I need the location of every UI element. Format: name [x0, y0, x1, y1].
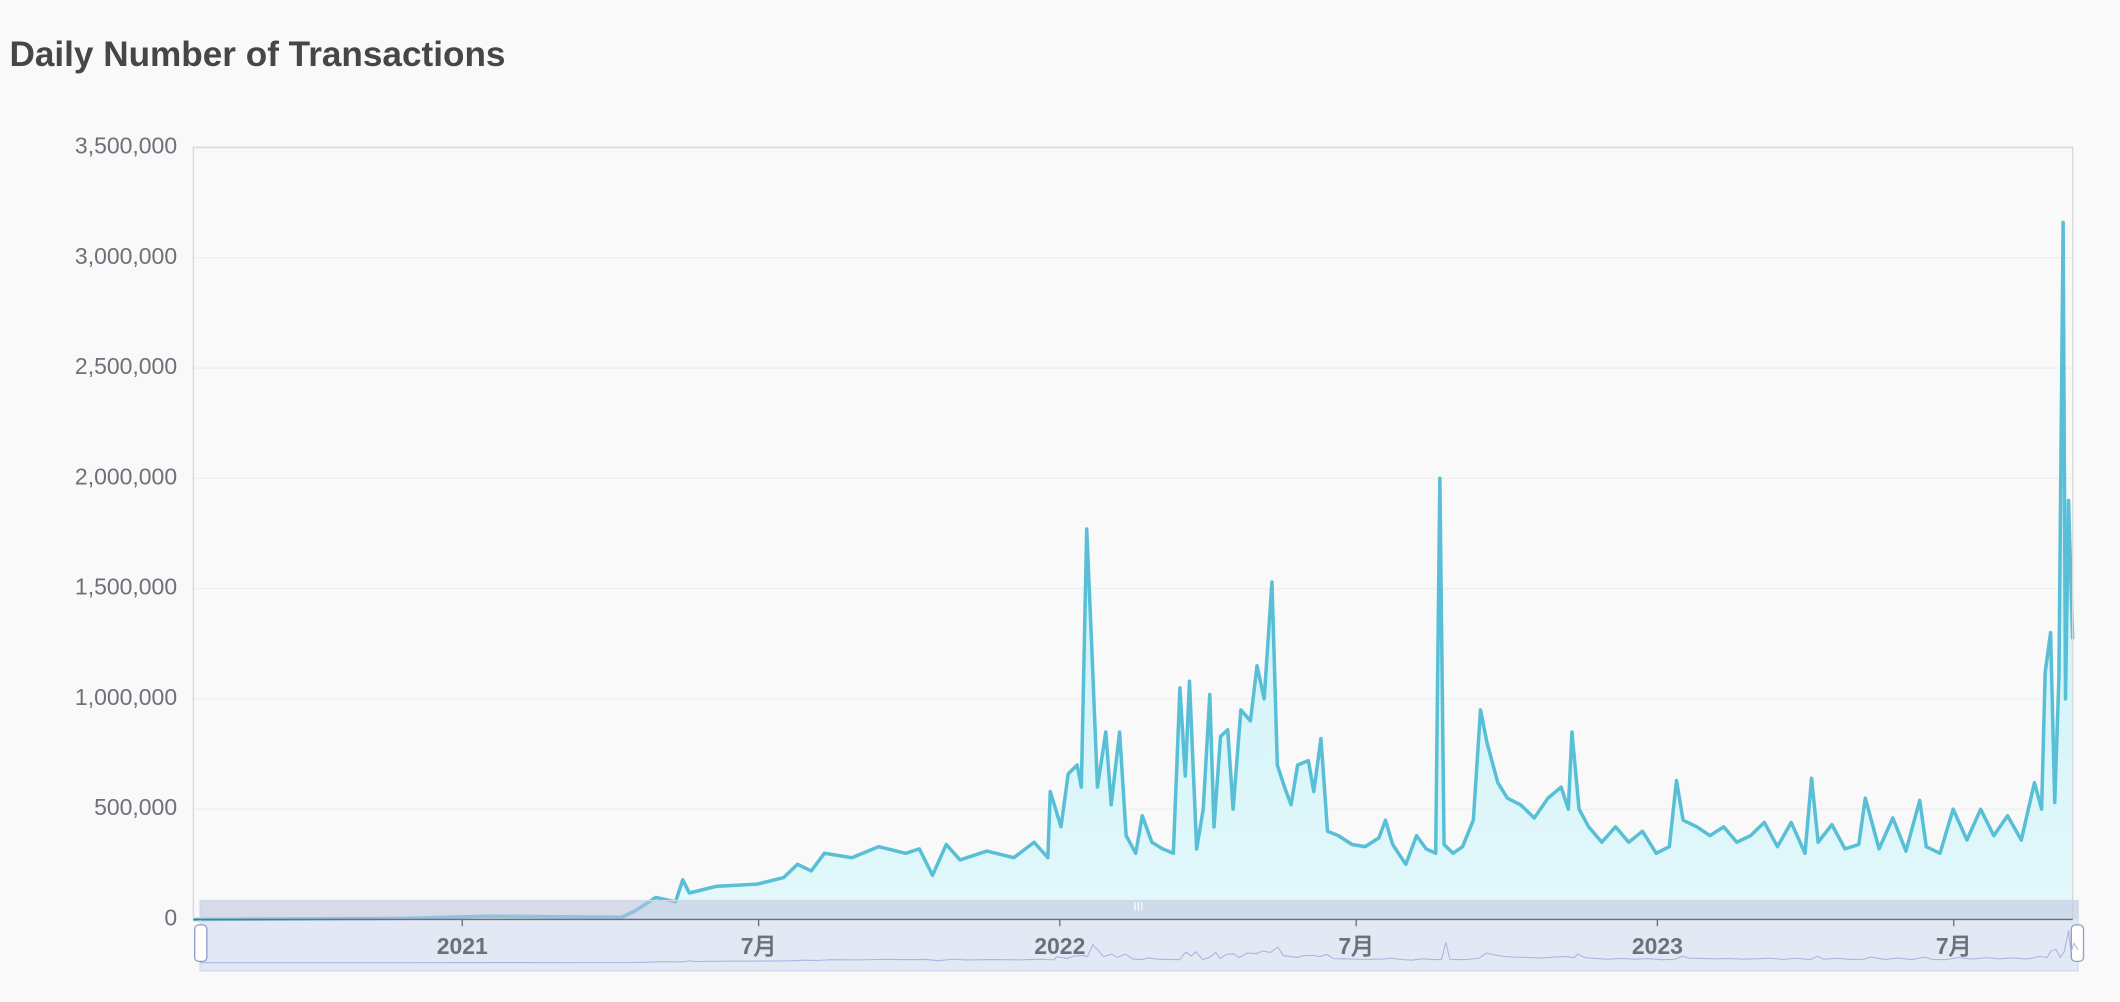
y-tick-label: 3,000,000 — [75, 243, 177, 269]
line — [193, 220, 2075, 922]
x-tick-label: 7月 — [1936, 933, 1972, 959]
y-tick-label: 0 — [164, 905, 177, 931]
y-tick-label: 1,000,000 — [75, 684, 177, 710]
x-tick-label: 2022 — [1034, 933, 1085, 959]
chart-title: Daily Number of Transactions — [9, 35, 505, 74]
x-tick-label: 2023 — [1632, 933, 1683, 959]
area — [193, 222, 2073, 920]
y-tick-label: 2,000,000 — [75, 463, 177, 489]
x-tick-label: 7月 — [741, 933, 777, 959]
y-tick-label: 3,500,000 — [75, 133, 177, 159]
y-tick-label: 1,500,000 — [75, 574, 177, 600]
x-tick-label: 7月 — [1338, 933, 1374, 959]
x-tick-label: 2021 — [437, 933, 488, 959]
zoom-preview-line — [200, 930, 2079, 964]
zoom-move-bar[interactable] — [200, 900, 2079, 920]
zoom-grip[interactable]: III — [1133, 900, 1143, 914]
y-tick-label: 2,500,000 — [75, 353, 177, 379]
zoom-handle-left[interactable] — [194, 924, 208, 963]
y-tick-label: 500,000 — [94, 794, 177, 820]
plot-border — [192, 146, 2074, 921]
zoom-handle-right[interactable] — [2070, 924, 2085, 963]
